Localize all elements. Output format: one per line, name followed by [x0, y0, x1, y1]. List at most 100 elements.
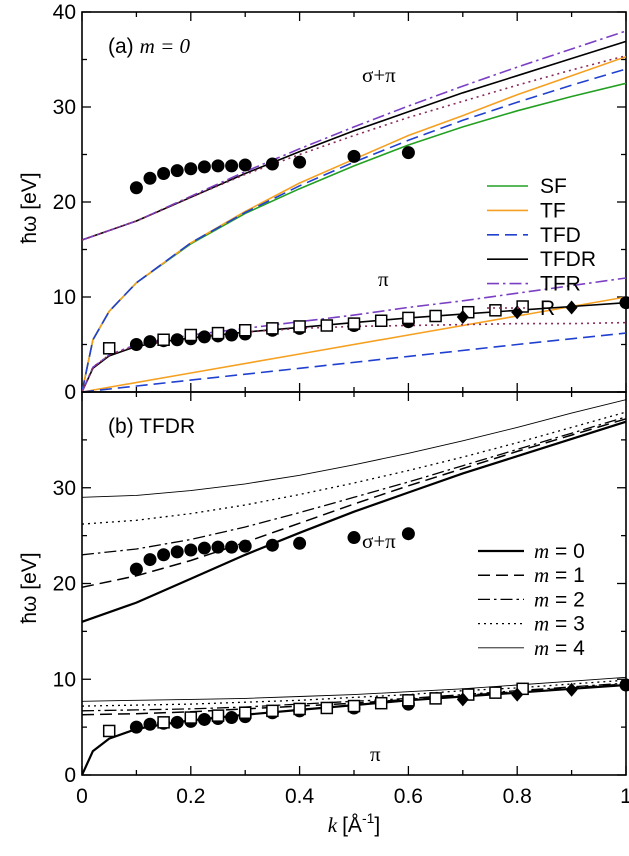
data-point-circle [198, 160, 211, 173]
series-line-a-R-10 [82, 323, 626, 392]
legend-label-b: m = 3 [534, 612, 585, 636]
legend-label-b: m = 2 [534, 587, 585, 611]
legend-label-a: TFR [540, 273, 581, 296]
data-point-square [104, 343, 115, 354]
y-tick-label-a: 20 [53, 191, 76, 214]
data-point-square [267, 323, 278, 334]
annotation-sigma-pi-b: σ+π [362, 529, 396, 553]
data-point-square [185, 330, 196, 341]
data-point-circle [130, 338, 143, 351]
series-line-b-m4-9 [82, 677, 626, 701]
x-tick-label: 0.2 [176, 785, 205, 808]
legend-label-a: TFDR [540, 248, 596, 271]
data-point-square [240, 325, 251, 336]
y-tick-label-b: 20 [53, 573, 76, 596]
data-point-circle [402, 146, 415, 159]
data-point-square [267, 705, 278, 716]
data-point-diamond [566, 683, 578, 697]
data-point-circle [130, 181, 143, 194]
data-point-circle [144, 553, 157, 566]
data-point-circle [402, 527, 415, 540]
y-tick-label-b: 0 [64, 764, 76, 787]
x-tick-label: 0.6 [394, 785, 423, 808]
data-point-circle [130, 721, 143, 734]
data-point-square [185, 712, 196, 723]
data-point-square [294, 703, 305, 714]
data-point-square [349, 701, 360, 712]
data-point-square [403, 695, 414, 706]
data-point-circle [171, 164, 184, 177]
data-point-circle [225, 159, 238, 172]
data-point-circle [620, 678, 629, 691]
data-point-circle [293, 537, 306, 550]
data-point-circle [293, 156, 306, 169]
y-tick-label-b: 30 [53, 477, 76, 500]
legend-label-a: SF [540, 175, 567, 198]
data-point-square [158, 717, 169, 728]
data-point-circle [130, 563, 143, 576]
data-point-square [349, 318, 360, 329]
data-point-square [104, 725, 115, 736]
data-point-circle [348, 531, 361, 544]
data-point-circle [266, 158, 279, 171]
annotation-pi-a: π [378, 267, 389, 291]
data-point-circle [198, 330, 211, 343]
data-point-square [158, 334, 169, 345]
data-point-diamond [566, 300, 578, 314]
data-point-square [213, 710, 224, 721]
y-tick-label-a: 10 [53, 286, 76, 309]
data-point-circle [239, 540, 252, 553]
y-tick-label-a: 30 [53, 96, 76, 119]
y-axis-label-a: ħω [eV] [18, 172, 41, 243]
panel-a-sublabel: m = 0 [140, 34, 191, 58]
data-point-square [321, 320, 332, 331]
panel-b-label: (b) TFDR [108, 415, 195, 438]
data-point-circle [198, 542, 211, 555]
data-point-square [321, 702, 332, 713]
data-point-circle [144, 335, 157, 348]
data-point-circle [225, 711, 238, 724]
data-point-circle [144, 172, 157, 185]
data-point-square [430, 311, 441, 322]
y-tick-label-a: 0 [64, 381, 76, 404]
x-tick-label: 1 [620, 785, 629, 808]
data-point-circle [144, 718, 157, 731]
data-point-square [294, 321, 305, 332]
data-point-circle [212, 159, 225, 172]
y-tick-label-b: 10 [53, 668, 76, 691]
series-line-b-m0-1 [82, 685, 626, 775]
x-tick-label: 0.8 [503, 785, 532, 808]
data-point-square [376, 698, 387, 709]
x-tick-label: 0.4 [285, 785, 315, 808]
data-point-circle [184, 162, 197, 175]
x-tick-label: 0 [76, 785, 88, 808]
legend-label-b: m = 4 [534, 636, 585, 660]
panel-a-label: (a)m = 0 [108, 34, 191, 58]
annotation-sigma-pi-a: σ+π [362, 63, 396, 87]
data-point-circle [198, 713, 211, 726]
data-point-circle [171, 333, 184, 346]
data-point-circle [266, 539, 279, 552]
data-point-square [376, 315, 387, 326]
data-point-circle [225, 541, 238, 554]
data-point-square [490, 687, 501, 698]
data-point-square [490, 305, 501, 316]
data-point-circle [171, 545, 184, 558]
data-point-circle [348, 150, 361, 163]
data-point-circle [157, 167, 170, 180]
data-point-circle [157, 548, 170, 561]
data-point-circle [171, 716, 184, 729]
data-point-circle [225, 329, 238, 342]
data-point-circle [184, 543, 197, 556]
y-tick-label-a: 40 [53, 1, 76, 24]
data-point-square [213, 328, 224, 339]
legend-label-a: TF [540, 199, 566, 222]
legend-label-a: R [540, 297, 555, 320]
data-point-square [240, 707, 251, 718]
legend-label-a: TFD [540, 224, 581, 247]
data-point-circle [212, 541, 225, 554]
y-axis-label-b: ħω [eV] [18, 552, 41, 623]
